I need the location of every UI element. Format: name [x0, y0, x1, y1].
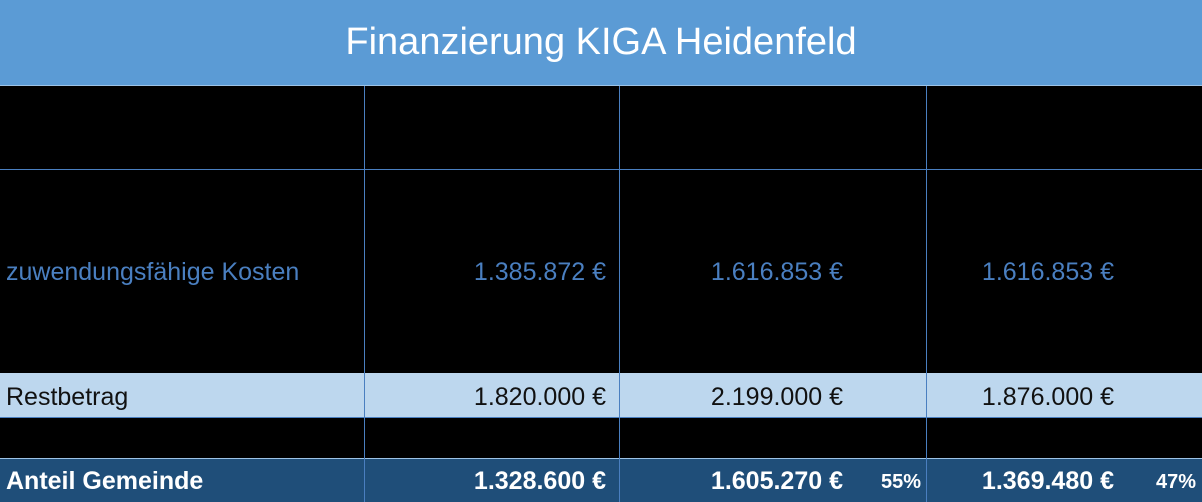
- row-label: Anteil Gemeinde: [6, 467, 204, 495]
- column-divider: [364, 86, 365, 502]
- row: [0, 373, 1202, 417]
- cell: 1.369.480 €: [981, 467, 1114, 495]
- cell: 1.820.000 €: [473, 383, 606, 411]
- empty-row: [0, 86, 1202, 170]
- share: 55%: [880, 471, 921, 493]
- cell: 1.385.872 €: [473, 258, 606, 286]
- cell: 2.199.000 €: [710, 383, 843, 411]
- row-label: Restbetrag: [6, 383, 129, 411]
- column-divider: [926, 86, 927, 502]
- row-label: zuwendungsfähige Kosten: [6, 258, 300, 286]
- cell: 1.605.270 €: [710, 467, 843, 495]
- share: 47%: [1155, 471, 1196, 493]
- cell: 1.616.853 €: [710, 258, 843, 286]
- row: [0, 458, 1202, 502]
- row: [0, 170, 1202, 373]
- empty-row: [0, 417, 1202, 458]
- title: Finanzierung KIGA Heidenfeld: [0, 0, 1202, 86]
- cell: 1.328.600 €: [473, 467, 606, 495]
- column-divider: [619, 86, 620, 502]
- cell: 1.616.853 €: [981, 258, 1114, 286]
- cell: 1.876.000 €: [981, 383, 1114, 411]
